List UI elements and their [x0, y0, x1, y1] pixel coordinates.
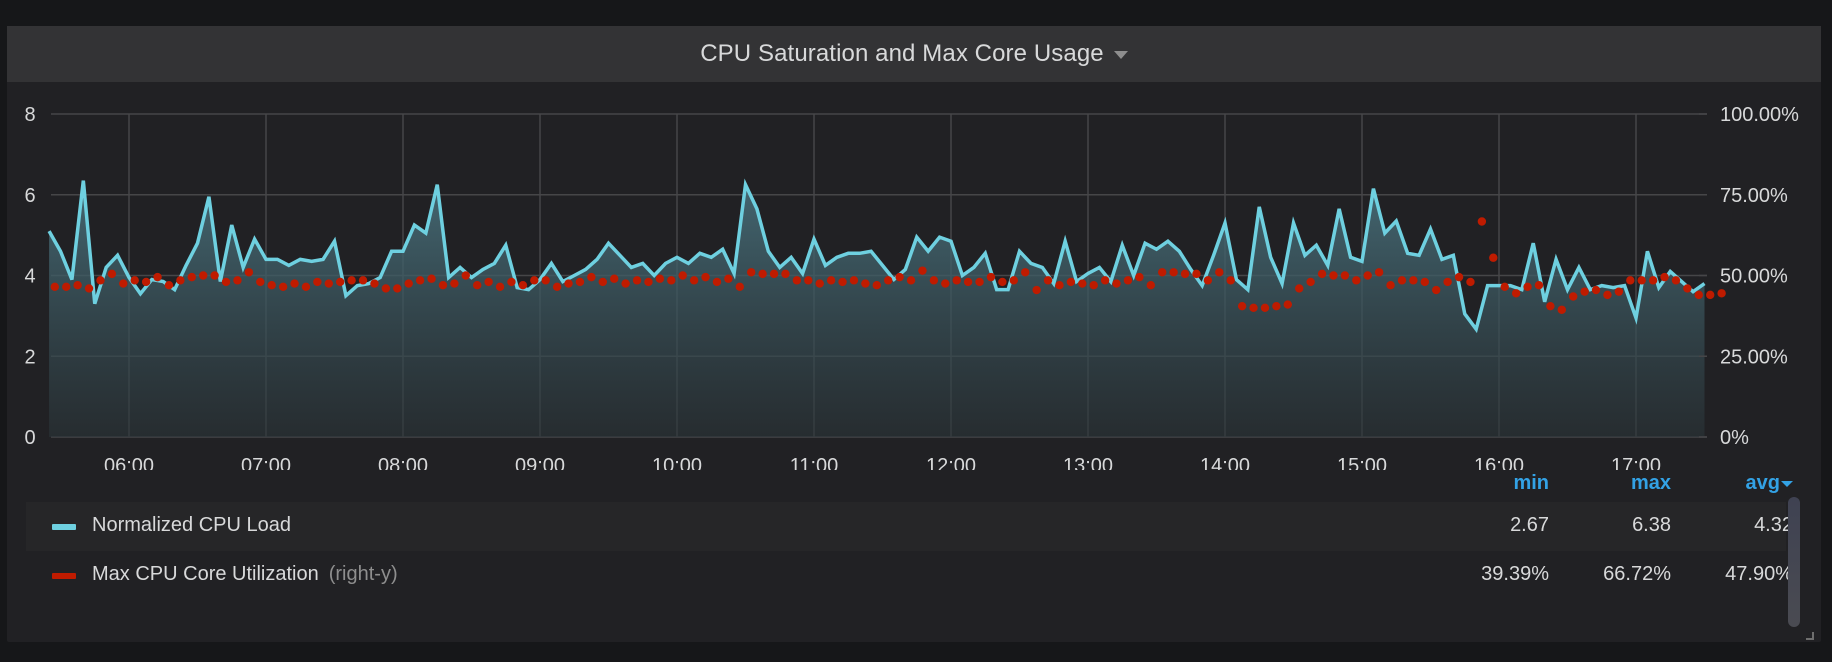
- series-min: 2.67: [1510, 514, 1549, 536]
- series-name-label[interactable]: Max CPU Core Utilization: [92, 563, 319, 585]
- legend-scrollbar[interactable]: [1788, 497, 1800, 627]
- caret-down-icon[interactable]: [1113, 51, 1128, 59]
- svg-text:6: 6: [24, 185, 35, 207]
- series-max: 66.72%: [1603, 563, 1671, 585]
- panel-header[interactable]: CPU Saturation and Max Core Usage: [7, 26, 1821, 82]
- svg-text:07:00: 07:00: [241, 455, 291, 470]
- series-max: 6.38: [1632, 514, 1671, 536]
- series-color-swatch[interactable]: [52, 573, 76, 579]
- svg-text:50.00%: 50.00%: [1720, 266, 1788, 288]
- series-avg: 4.32: [1754, 514, 1793, 536]
- svg-text:16:00: 16:00: [1474, 455, 1524, 470]
- svg-text:100.00%: 100.00%: [1720, 104, 1799, 126]
- svg-text:13:00: 13:00: [1063, 455, 1113, 470]
- svg-text:0%: 0%: [1720, 427, 1749, 449]
- legend-header: min max avg: [26, 466, 1793, 502]
- svg-text:14:00: 14:00: [1200, 455, 1250, 470]
- left-y-axis: 8 6 4 2 0: [24, 104, 35, 449]
- right-y-axis: 100.00% 75.00% 50.00% 25.00% 0%: [1699, 104, 1799, 449]
- legend-col-avg-label[interactable]: avg: [1745, 472, 1780, 494]
- svg-text:8: 8: [24, 104, 35, 126]
- legend-row-load[interactable]: Normalized CPU Load 2.67 6.38 4.32: [26, 502, 1793, 551]
- series-name[interactable]: Max CPU Core Utilization (right-y): [92, 563, 398, 586]
- resize-handle-icon[interactable]: [1806, 632, 1814, 640]
- svg-text:08:00: 08:00: [378, 455, 428, 470]
- svg-text:11:00: 11:00: [790, 455, 839, 470]
- svg-text:12:00: 12:00: [926, 455, 976, 470]
- load-area: [49, 180, 1705, 437]
- legend-row-core[interactable]: Max CPU Core Utilization (right-y) 39.39%…: [26, 551, 1793, 600]
- legend-col-avg[interactable]: avg: [1673, 472, 1793, 495]
- series-axis-hint: (right-y): [328, 563, 398, 585]
- svg-text:4: 4: [24, 266, 35, 288]
- series-name[interactable]: Normalized CPU Load: [92, 514, 291, 536]
- svg-text:0: 0: [24, 427, 35, 449]
- svg-text:25.00%: 25.00%: [1720, 346, 1788, 368]
- svg-text:09:00: 09:00: [515, 455, 565, 470]
- x-axis: 06:00 07:00 08:00 09:00 10:00 11:00 12:00 13:00…: [104, 455, 1661, 470]
- panel-title[interactable]: CPU Saturation and Max Core Usage: [700, 40, 1104, 67]
- svg-text:75.00%: 75.00%: [1720, 185, 1788, 207]
- series-min: 39.39%: [1481, 563, 1549, 585]
- svg-text:15:00: 15:00: [1337, 455, 1387, 470]
- svg-text:06:00: 06:00: [104, 455, 154, 470]
- legend-col-min[interactable]: min: [1513, 472, 1549, 494]
- svg-text:17:00: 17:00: [1611, 455, 1661, 470]
- sort-desc-icon[interactable]: [1781, 480, 1793, 487]
- legend-table: min max avg Normalized CPU Load 2.67 6.3…: [26, 466, 1793, 600]
- load-line: [47, 178, 1706, 334]
- series-color-swatch[interactable]: [52, 524, 76, 530]
- series-avg: 47.90%: [1725, 563, 1793, 585]
- svg-text:10:00: 10:00: [652, 455, 702, 470]
- svg-text:2: 2: [24, 346, 35, 368]
- core-points: [50, 217, 1726, 314]
- legend-col-max[interactable]: max: [1630, 472, 1671, 494]
